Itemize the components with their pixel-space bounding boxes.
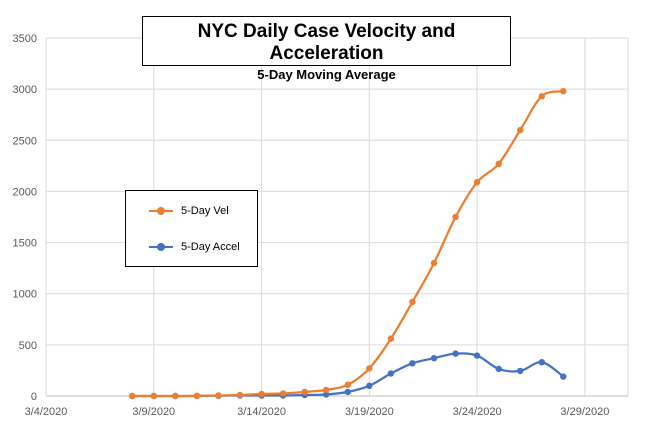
data-point-velocity [236, 391, 244, 399]
data-point-acceleration [452, 350, 459, 357]
data-point-velocity [215, 392, 222, 399]
legend-item-acceleration: 5-Day Accel [126, 240, 257, 254]
data-point-velocity [193, 392, 201, 399]
axes: 0 500 1000 1500 2000 2500 3000 3500 3/4/2020 3/9/… [13, 33, 628, 418]
legend-label-velocity: 5-Day Vel [181, 205, 229, 217]
data-point-velocity [387, 335, 395, 342]
data-point-velocity [129, 392, 136, 400]
chart-title-box: NYC Daily Case Velocity and Acceleration… [142, 16, 511, 82]
data-point-velocity [517, 126, 524, 134]
series [129, 88, 567, 400]
data-point-velocity [172, 392, 179, 400]
data-point-acceleration [430, 355, 438, 362]
data-point-velocity [473, 179, 481, 186]
data-point-acceleration [409, 360, 416, 367]
data-point-velocity [495, 160, 502, 167]
y-tick-label: 2500 [13, 135, 37, 147]
legend-marker-velocity [157, 207, 165, 215]
data-point-velocity [538, 93, 545, 100]
data-point-acceleration [560, 373, 567, 380]
chart-title: NYC Daily Case Velocity and Acceleration [197, 21, 456, 64]
data-point-velocity [301, 388, 308, 396]
x-tick-label: 3/24/2020 [453, 406, 502, 418]
data-point-velocity [409, 298, 416, 306]
data-point-velocity [344, 381, 351, 388]
legend-marker-acceleration [157, 243, 165, 251]
data-point-velocity [279, 390, 287, 397]
data-point-velocity [560, 88, 567, 95]
legend-label-acceleration: 5-Day Accel [181, 241, 240, 253]
data-point-acceleration [473, 352, 481, 359]
data-point-acceleration [344, 388, 351, 396]
x-tick-label: 3/29/2020 [560, 406, 609, 418]
legend-item-velocity: 5-Day Vel [126, 204, 257, 218]
data-point-acceleration [323, 391, 330, 398]
data-point-velocity [258, 390, 265, 398]
y-tick-label: 3500 [13, 33, 37, 45]
x-tick-label: 3/19/2020 [345, 406, 394, 418]
x-tick-label: 3/14/2020 [237, 406, 286, 418]
chart-subtitle: 5-Day Moving Average [257, 67, 396, 82]
data-point-velocity [430, 259, 438, 267]
data-point-acceleration [538, 359, 545, 366]
data-point-velocity [366, 365, 373, 372]
data-point-velocity [452, 213, 459, 221]
x-tick-label: 3/9/2020 [132, 406, 175, 418]
y-tick-label: 0 [31, 391, 37, 403]
y-tick-label: 1500 [13, 238, 37, 250]
data-point-acceleration [495, 365, 502, 373]
data-point-velocity [150, 392, 157, 400]
y-tick-label: 3000 [13, 84, 37, 96]
data-point-velocity [323, 386, 330, 394]
data-point-acceleration [387, 370, 395, 377]
y-tick-label: 2000 [13, 186, 37, 198]
data-point-acceleration [366, 382, 373, 389]
data-point-acceleration [517, 367, 524, 375]
y-tick-label: 1000 [13, 289, 37, 301]
x-tick-label: 3/4/2020 [25, 406, 68, 418]
legend: 5-Day Vel 5-Day Accel [125, 190, 258, 267]
y-tick-label: 500 [19, 340, 37, 352]
